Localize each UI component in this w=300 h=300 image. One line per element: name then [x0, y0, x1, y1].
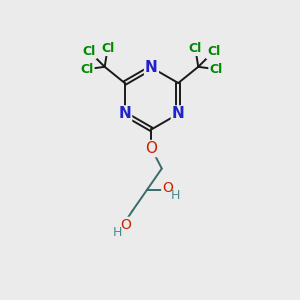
Text: Cl: Cl — [83, 45, 96, 58]
Text: N: N — [118, 106, 131, 122]
Text: O: O — [162, 181, 173, 195]
Text: H: H — [171, 188, 180, 202]
Text: Cl: Cl — [189, 42, 202, 55]
Text: H: H — [113, 226, 122, 239]
Text: N: N — [145, 60, 158, 75]
Text: O: O — [120, 218, 131, 232]
Text: N: N — [172, 106, 184, 122]
Text: Cl: Cl — [209, 63, 223, 76]
Text: O: O — [146, 141, 158, 156]
Text: Cl: Cl — [80, 63, 94, 76]
Text: Cl: Cl — [101, 42, 114, 55]
Text: Cl: Cl — [207, 45, 220, 58]
